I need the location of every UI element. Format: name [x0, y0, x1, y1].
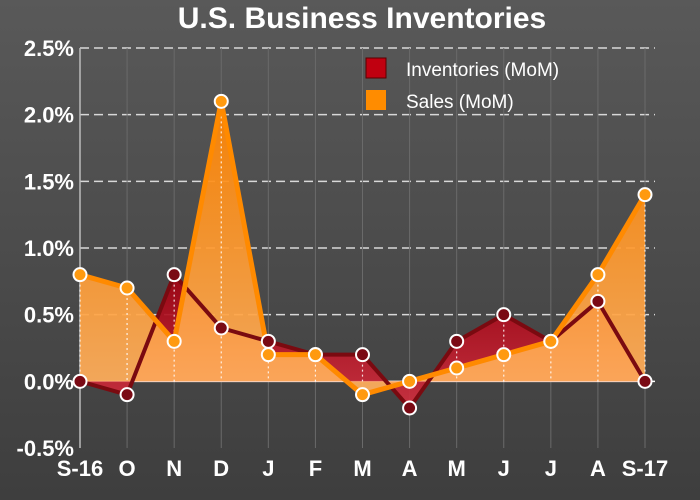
- inventories-point: [213, 320, 229, 336]
- sales-point: [213, 93, 229, 109]
- sales-point: [402, 373, 418, 389]
- series-points: [72, 93, 653, 416]
- x-tick-label: S-17: [622, 456, 668, 481]
- x-tick-label: J: [262, 456, 274, 481]
- sales-point: [496, 347, 512, 363]
- x-tick-label: M: [353, 456, 371, 481]
- legend-swatch-sales: [366, 90, 386, 110]
- sales-point: [72, 267, 88, 283]
- y-tick-label: 0.5%: [24, 303, 74, 328]
- inventories-point: [260, 333, 276, 349]
- y-tick-label: 1.0%: [24, 236, 74, 261]
- x-tick-label: J: [498, 456, 510, 481]
- legend-label-sales: Sales (MoM): [406, 92, 514, 113]
- x-tick-label: M: [448, 456, 466, 481]
- x-tick-label: D: [213, 456, 229, 481]
- legend: Inventories (MoM) Sales (MoM): [365, 57, 559, 113]
- x-tick-label: O: [119, 456, 136, 481]
- legend-label-inventories: Inventories (MoM): [406, 60, 559, 81]
- sales-point: [543, 333, 559, 349]
- x-tick-label: S-16: [57, 456, 103, 481]
- inventories-point: [590, 293, 606, 309]
- sales-point: [307, 347, 323, 363]
- x-axis-ticks: S-16 O N D J F M A M J J A S-17: [57, 456, 668, 481]
- inventories-point: [449, 333, 465, 349]
- inventories-point: [72, 373, 88, 389]
- y-tick-label: 1.5%: [24, 169, 74, 194]
- inventories-point: [355, 347, 370, 363]
- inventories-point: [119, 387, 135, 403]
- sales-point: [119, 280, 135, 296]
- x-tick-label: F: [309, 456, 322, 481]
- inventories-point: [166, 267, 182, 283]
- sales-point: [355, 387, 370, 403]
- y-tick-label: 2.5%: [24, 36, 74, 61]
- x-tick-label: N: [166, 456, 182, 481]
- sales-point: [260, 347, 276, 363]
- y-tick-label: 2.0%: [24, 103, 74, 128]
- sales-point: [449, 360, 465, 376]
- sales-point: [166, 333, 182, 349]
- y-tick-label: 0.0%: [24, 369, 74, 394]
- chart-title: U.S. Business Inventories: [178, 2, 546, 35]
- x-tick-label: A: [402, 456, 418, 481]
- x-tick-label: J: [545, 456, 557, 481]
- inventories-point: [496, 307, 512, 323]
- inventories-point: [402, 400, 418, 416]
- y-axis-ticks: -0.5% 0.0% 0.5% 1.0% 1.5% 2.0% 2.5%: [17, 36, 74, 461]
- sales-point: [590, 267, 606, 283]
- legend-swatch-inventories: [365, 57, 387, 79]
- sales-point: [637, 187, 653, 203]
- y-tick-label: -0.5%: [17, 436, 74, 461]
- x-tick-label: A: [590, 456, 606, 481]
- inventories-point: [637, 373, 653, 389]
